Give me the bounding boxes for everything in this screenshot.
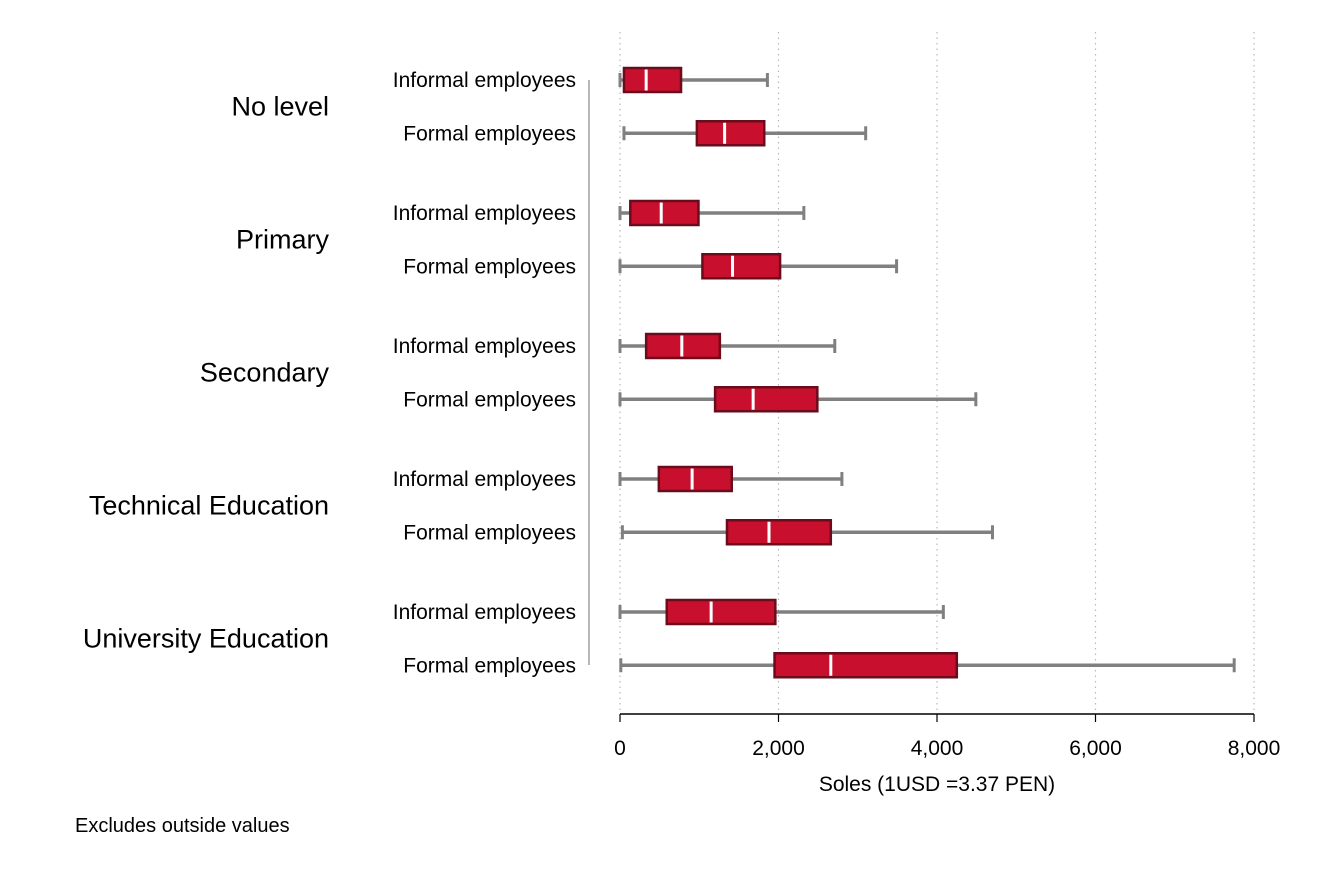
box-plot-row (619, 652, 1236, 679)
box-series (618, 66, 1236, 679)
iqr-box (665, 598, 777, 626)
x-tick-label: 0 (614, 737, 626, 760)
row-label: Formal employees (403, 255, 576, 278)
group-label: Technical Education (89, 491, 329, 521)
box-plot-row (622, 120, 868, 147)
box-plot-row (618, 465, 844, 493)
group-label: No level (231, 92, 329, 122)
x-tick-label: 6,000 (1069, 737, 1122, 760)
iqr-box (657, 465, 733, 493)
iqr-box (629, 199, 700, 227)
group-label: University Education (83, 624, 329, 654)
x-axis-title: Soles (1USD =3.37 PEN) (819, 773, 1055, 796)
row-label: Formal employees (403, 654, 576, 677)
row-label: Formal employees (403, 388, 576, 411)
footnote: Excludes outside values (75, 815, 290, 837)
box-plot-row (618, 199, 806, 227)
box-plot-row (618, 332, 837, 360)
box-plot-row (618, 253, 899, 280)
iqr-box (622, 66, 683, 94)
row-label: Informal employees (393, 335, 576, 358)
iqr-box (695, 120, 766, 147)
row-label: Formal employees (403, 122, 576, 145)
x-tick-label: 4,000 (911, 737, 964, 760)
box-plot-row (618, 386, 978, 413)
x-tick-label: 8,000 (1228, 737, 1281, 760)
grid-lines (619, 32, 1255, 714)
row-label: Informal employees (393, 601, 576, 624)
row-label: Informal employees (393, 69, 576, 92)
iqr-box (773, 652, 959, 679)
iqr-box (701, 253, 782, 280)
box-plot-row (618, 598, 945, 626)
box-plot-row (618, 66, 769, 94)
x-tick-label: 2,000 (752, 737, 805, 760)
group-label: Secondary (200, 358, 330, 388)
row-label: Formal employees (403, 521, 576, 544)
iqr-box (725, 519, 833, 546)
row-label: Informal employees (393, 202, 576, 225)
box-plot-row (620, 519, 994, 546)
group-label: Primary (236, 225, 329, 255)
row-label: Informal employees (393, 468, 576, 491)
category-labels: No level Informal employees Formal employe… (83, 69, 576, 677)
x-axis-ticks: 0 2,000 4,000 6,000 8,000 (614, 714, 1280, 760)
iqr-box (713, 386, 819, 413)
